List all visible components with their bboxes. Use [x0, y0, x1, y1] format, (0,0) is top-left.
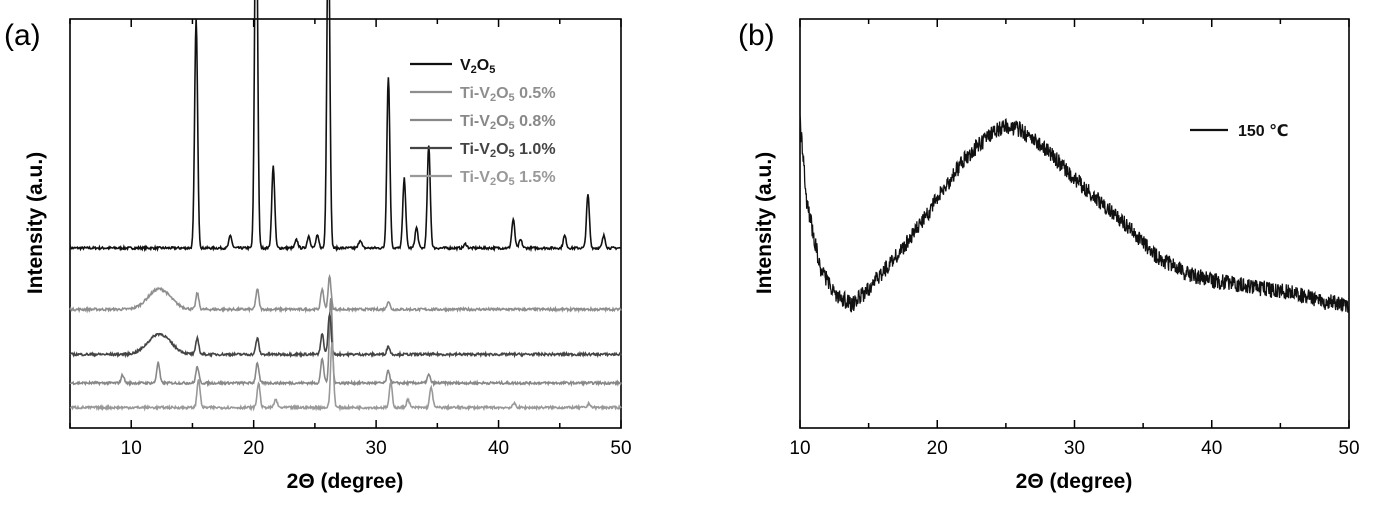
- panel-a-chart: (a) 10 20 30 40 50 2Θ (degree) Intensity (a.…: [4, 0, 632, 493]
- panel-b-x-axis: 10 20 30 40 50: [789, 19, 1359, 459]
- series-line-2: [70, 298, 621, 384]
- legend-text-part: Ti-V: [460, 141, 490, 158]
- legend-label: V2O5: [460, 57, 495, 76]
- legend-text-part: O: [477, 57, 489, 74]
- series-line-150C: [800, 115, 1349, 312]
- legend-label: 150 ℃: [1238, 123, 1289, 140]
- x-tick-label: 30: [1064, 438, 1085, 459]
- x-tick-label: 50: [1338, 438, 1359, 459]
- figure: (a) 10 20 30 40 50 2Θ (degree) Intensity (a.…: [0, 0, 1377, 504]
- legend-text-part: Ti-V: [460, 169, 490, 186]
- panel-a-label: (a): [4, 19, 41, 52]
- x-tick-label: 40: [1201, 438, 1222, 459]
- legend-text-part: O: [496, 85, 508, 102]
- panel-b-plot-frame: [800, 19, 1349, 428]
- legend-text-part: O: [496, 113, 508, 130]
- panel-b-series-lines: [800, 115, 1349, 312]
- x-tick-label: 30: [366, 438, 387, 459]
- legend-subscript: 5: [489, 64, 495, 76]
- legend-text-part: 0.5%: [515, 85, 556, 102]
- x-tick-label: 10: [789, 438, 810, 459]
- panel-a-y-axis-title: Intensity (a.u.): [24, 152, 47, 294]
- legend-text-part: O: [496, 141, 508, 158]
- legend-label: Ti-V2O5 0.5%: [460, 85, 556, 104]
- legend-text-part: 1.0%: [515, 141, 556, 158]
- panel-b-legend: 150 ℃: [1190, 123, 1289, 140]
- x-tick-label: 20: [243, 438, 264, 459]
- series-line-1: [70, 276, 621, 310]
- panel-a-x-axis-title: 2Θ (degree): [287, 470, 404, 493]
- legend-label: Ti-V2O5 1.5%: [460, 169, 556, 188]
- legend-text-part: O: [496, 169, 508, 186]
- x-tick-label: 50: [610, 438, 631, 459]
- panel-b-label: (b): [738, 19, 775, 52]
- legend-label: Ti-V2O5 1.0%: [460, 141, 556, 160]
- panel-a-legend: V2O5 Ti-V2O5 0.5% Ti-V2O5 0.8% Ti-V2O5 1.0%…: [410, 57, 556, 188]
- panel-b-y-axis-title: Intensity (a.u.): [753, 152, 776, 294]
- legend-text-part: 0.8%: [515, 113, 556, 130]
- panel-a-plot-frame: [70, 19, 621, 428]
- panel-b-x-axis-title: 2Θ (degree): [1016, 470, 1133, 493]
- x-tick-label: 40: [488, 438, 509, 459]
- x-tick-label: 10: [121, 438, 142, 459]
- legend-label: Ti-V2O5 0.8%: [460, 113, 556, 132]
- panel-b-chart: (b) 10 20 30 40 50 2Θ (degree) Intensity (a.…: [738, 19, 1360, 493]
- x-tick-label: 20: [927, 438, 948, 459]
- panel-a-series-lines: [70, 0, 621, 409]
- legend-text-part: Ti-V: [460, 113, 490, 130]
- legend-text-part: 1.5%: [515, 169, 556, 186]
- legend-text-part: Ti-V: [460, 85, 490, 102]
- series-line-3: [70, 315, 621, 356]
- legend-text-part: V: [460, 57, 471, 74]
